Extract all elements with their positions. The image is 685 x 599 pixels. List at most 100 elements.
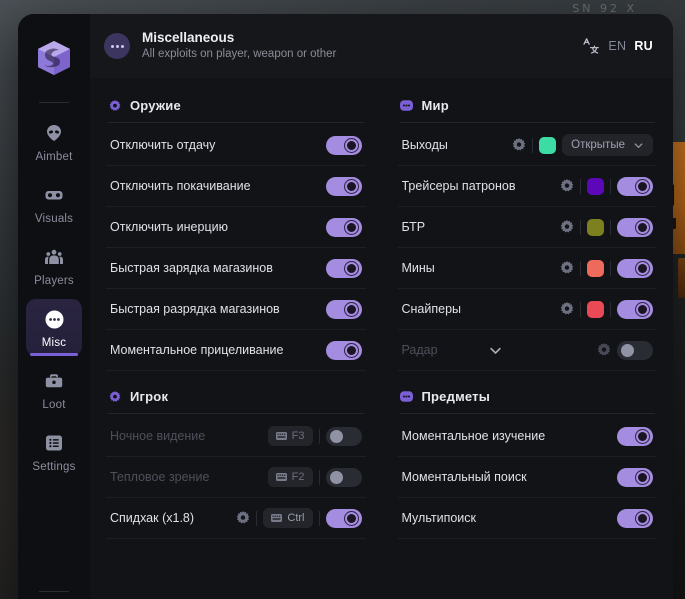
toggle-switch[interactable] xyxy=(325,258,362,278)
row-controls xyxy=(617,508,653,528)
row-controls xyxy=(325,340,362,360)
row-settings-gear-icon[interactable] xyxy=(511,138,526,153)
table-row[interactable]: Спидхак (x1.8) xyxy=(106,498,366,539)
toggle-switch[interactable] xyxy=(617,426,653,446)
lang-option-en[interactable]: EN xyxy=(608,39,627,53)
divider xyxy=(318,510,320,526)
divider xyxy=(610,219,611,235)
toggle-switch[interactable] xyxy=(617,508,653,528)
divider xyxy=(610,301,611,317)
goggles-icon xyxy=(43,184,65,206)
keybind-label: Ctrl xyxy=(287,512,305,524)
row-settings-gear-icon[interactable] xyxy=(235,511,250,526)
color-swatch[interactable] xyxy=(587,218,604,236)
sidebar-item-label: Loot xyxy=(42,399,66,411)
table-row[interactable]: Мультипоиск xyxy=(397,498,657,539)
toggle-switch[interactable] xyxy=(325,135,362,155)
table-row[interactable]: БТР xyxy=(397,207,657,248)
row-label: Трейсеры патронов xyxy=(401,179,516,193)
sidebar-item-visuals[interactable]: Visuals xyxy=(26,175,82,232)
sidebar-item-players[interactable]: Players xyxy=(26,237,82,294)
table-row[interactable]: Снайперы xyxy=(397,289,657,330)
toggle-switch[interactable] xyxy=(325,467,362,487)
table-row[interactable]: Отключить покачивание xyxy=(106,166,366,207)
table-row[interactable]: Трейсеры патронов xyxy=(397,166,657,207)
row-label: Снайперы xyxy=(401,302,462,316)
people-icon xyxy=(43,246,65,268)
row-controls xyxy=(617,467,653,487)
toggle-switch[interactable] xyxy=(617,299,653,319)
table-row[interactable]: Отключить инерцию xyxy=(106,207,366,248)
color-swatch[interactable] xyxy=(539,136,557,154)
color-swatch[interactable] xyxy=(587,177,604,195)
divider xyxy=(610,178,611,194)
table-row[interactable]: Моментальное изучение xyxy=(397,416,657,457)
toggle-switch[interactable] xyxy=(325,217,362,237)
row-controls xyxy=(325,258,362,278)
toggle-switch[interactable] xyxy=(617,176,653,196)
keybind-chip[interactable]: F2 xyxy=(267,467,313,487)
toggle-switch[interactable] xyxy=(617,340,653,360)
row-settings-gear-icon[interactable] xyxy=(559,220,574,235)
table-row[interactable]: Быстрая зарядка магазинов xyxy=(106,248,366,289)
table-row[interactable]: Выходы Открытые xyxy=(397,125,657,166)
table-row[interactable]: Ночное видение xyxy=(106,416,366,457)
row-controls: F2 xyxy=(267,467,362,487)
sidebar-item-loot[interactable]: Loot xyxy=(26,361,82,418)
keyboard-icon xyxy=(271,514,283,522)
table-row[interactable]: Быстрая разрядка магазинов xyxy=(106,289,366,330)
section-title: Оружие xyxy=(130,98,181,113)
divider xyxy=(580,178,581,194)
section-rule xyxy=(108,122,364,123)
color-swatch[interactable] xyxy=(587,259,604,277)
row-settings-gear-icon[interactable] xyxy=(559,179,574,194)
table-row[interactable]: Моментальный поиск xyxy=(397,457,657,498)
keybind-chip[interactable]: Ctrl xyxy=(263,508,313,528)
radar-expander[interactable] xyxy=(481,343,511,358)
row-controls xyxy=(325,299,362,319)
row-settings-gear-icon[interactable] xyxy=(596,343,611,358)
table-row[interactable]: Моментальное прицеливание xyxy=(106,330,366,371)
toggle-switch[interactable] xyxy=(617,467,653,487)
sidebar-item-settings[interactable]: Settings xyxy=(26,423,82,480)
row-settings-gear-icon[interactable] xyxy=(559,261,574,276)
toggle-switch[interactable] xyxy=(617,258,653,278)
toggle-switch[interactable] xyxy=(325,508,362,528)
exits-dropdown[interactable]: Открытые xyxy=(562,134,653,156)
table-row[interactable]: Радар xyxy=(397,330,657,371)
section-header: Мир xyxy=(398,92,658,122)
keyboard-icon xyxy=(275,432,287,440)
chevron-down-icon xyxy=(633,140,644,151)
gear-icon xyxy=(108,390,121,403)
keybind-label: F3 xyxy=(291,430,305,442)
color-swatch[interactable] xyxy=(587,300,604,318)
toggle-switch[interactable] xyxy=(325,426,362,446)
section-world: Мир Выходы xyxy=(397,92,658,371)
row-settings-gear-icon[interactable] xyxy=(559,302,574,317)
divider xyxy=(580,219,581,235)
sidebar-item-label: Players xyxy=(34,275,74,287)
settings-body: Оружие Отключить отдачу Отключить покачи… xyxy=(90,78,673,599)
table-row[interactable]: Тепловое зрение xyxy=(106,457,366,498)
toggle-switch[interactable] xyxy=(325,176,362,196)
section-rule xyxy=(399,413,655,414)
background-debris-text: SN 92 X xyxy=(572,2,637,15)
toggle-switch[interactable] xyxy=(617,217,653,237)
lang-option-ru[interactable]: RU xyxy=(634,39,653,53)
page-header: Miscellaneous All exploits on player, we… xyxy=(90,14,673,78)
table-row[interactable]: Отключить отдачу xyxy=(106,125,366,166)
sidebar-item-aimbot[interactable]: Aimbet xyxy=(26,113,82,170)
toggle-switch[interactable] xyxy=(325,299,362,319)
keybind-label: F2 xyxy=(291,471,305,483)
row-label: Моментальное изучение xyxy=(401,429,546,443)
content-area: Miscellaneous All exploits on player, we… xyxy=(90,14,673,599)
table-row[interactable]: Мины xyxy=(397,248,657,289)
divider xyxy=(580,301,581,317)
sidebar-item-misc[interactable]: Misc xyxy=(26,299,82,356)
keybind-chip[interactable]: F3 xyxy=(267,426,313,446)
sidebar: Aimbet Visuals xyxy=(18,14,90,599)
row-label: Отключить отдачу xyxy=(110,138,216,152)
section-title: Мир xyxy=(421,98,449,113)
list-icon xyxy=(43,432,65,454)
toggle-switch[interactable] xyxy=(325,340,362,360)
